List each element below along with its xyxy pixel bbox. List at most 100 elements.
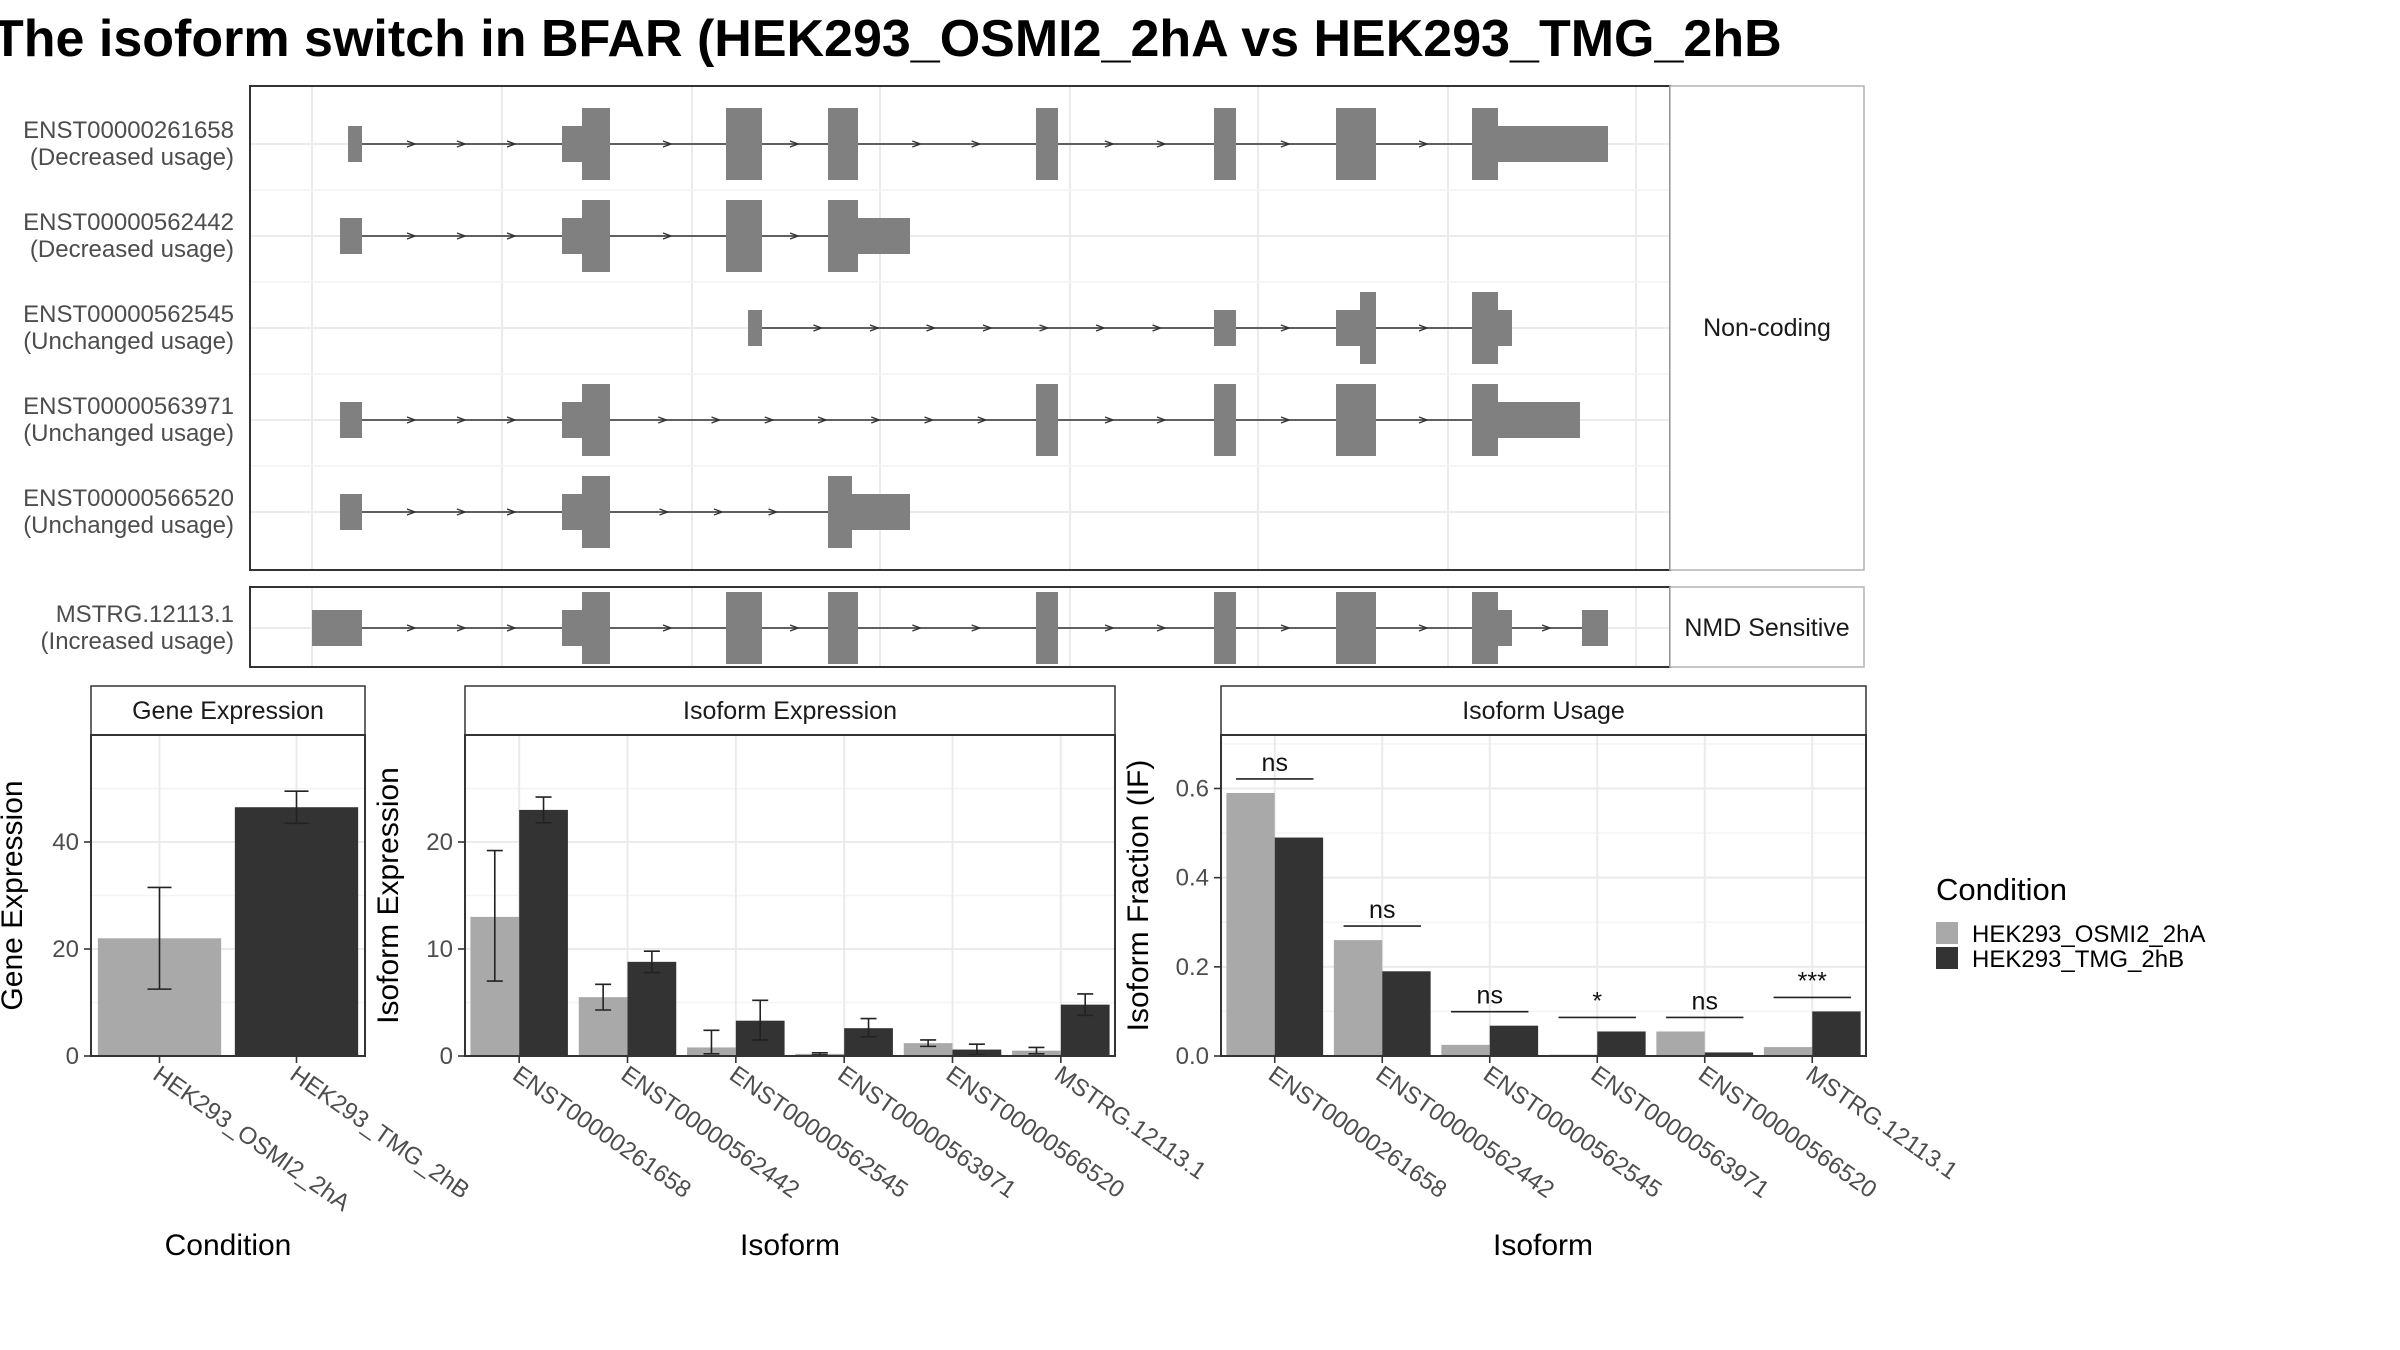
exon (562, 126, 582, 162)
exon (582, 384, 610, 456)
exon (828, 476, 852, 548)
x-tick-label: ENST00000566520 (1693, 1061, 1881, 1204)
intron-arrow (506, 624, 517, 632)
chart-strip-label: Isoform Expression (683, 697, 897, 725)
intron-arrow (713, 508, 724, 516)
intron-arrow (456, 508, 467, 516)
chart-border (90, 734, 366, 1057)
significance-label: ns (1369, 896, 1395, 924)
exon (828, 592, 858, 664)
intron-arrow (912, 140, 923, 148)
intron-arrow (1280, 624, 1291, 632)
intron-arrow (1280, 416, 1291, 424)
intron-arrow (1418, 624, 1429, 632)
intron-arrow (869, 324, 880, 332)
intron-arrow (456, 232, 467, 240)
intron-arrow (662, 140, 673, 148)
x-tick-label: ENST00000261658 (1263, 1061, 1451, 1204)
y-tick-label: 0 (440, 1043, 453, 1070)
x-axis-title: Isoform (1493, 1229, 1593, 1262)
intron-arrow (871, 416, 882, 424)
intron-arrow (971, 140, 982, 148)
intron-arrow (813, 324, 824, 332)
exon (748, 310, 762, 346)
intron-arrow (456, 416, 467, 424)
legend-item-label: HEK293_TMG_2hB (1972, 946, 2184, 973)
significance-label: ns (1262, 749, 1288, 777)
strip-noncoding-box (1669, 85, 1865, 571)
intron-arrow (768, 508, 779, 516)
bar (1597, 1031, 1646, 1056)
y-tick-label: 40 (52, 829, 79, 856)
exon (858, 218, 910, 254)
significance-label: * (1592, 987, 1602, 1015)
chart-strip-label: Gene Expression (132, 697, 324, 725)
exon (582, 108, 610, 180)
exon (582, 200, 610, 272)
x-tick-label: ENST00000566520 (941, 1061, 1129, 1204)
y-axis-title: Gene Expression (0, 780, 29, 1010)
exon (726, 108, 762, 180)
exon (1336, 592, 1376, 664)
intron-arrow (1156, 624, 1167, 632)
transcript-usage-label: (Increased usage) (41, 628, 234, 655)
chart-border (1220, 734, 1867, 1057)
exon (828, 108, 858, 180)
intron-arrow (764, 416, 775, 424)
bar (234, 807, 359, 1056)
transcript-usage-label: (Unchanged usage) (23, 420, 234, 447)
exon (1498, 402, 1580, 438)
x-tick-label: ENST00000562545 (1478, 1061, 1666, 1204)
intron-arrow (1039, 324, 1050, 332)
transcript-usage-label: (Unchanged usage) (23, 328, 234, 355)
intron-arrow (971, 624, 982, 632)
x-axis-title: Condition (165, 1229, 292, 1262)
exon (562, 494, 582, 530)
transcript-ENST00000563971 (340, 384, 1580, 456)
intron-arrow (456, 624, 467, 632)
transcript-name-label: ENST00000562442 (23, 209, 234, 236)
exon (1336, 384, 1376, 456)
y-tick-label: 0 (66, 1043, 79, 1070)
bar-charts: Gene Expression02040HEK293_OSMI2_2hAHEK2… (0, 685, 1962, 1262)
chart-isoform-usage: Isoform Usage ns ns ns * ns *** 0.0 0.2 0.4 0.6 ENS… (1122, 685, 1962, 1262)
y-tick-label: 20 (52, 936, 79, 963)
exon (1036, 384, 1058, 456)
exon (340, 402, 362, 438)
exon (562, 402, 582, 438)
transcript-usage-label: (Decreased usage) (30, 236, 234, 263)
transcript-name-label: ENST00000562545 (23, 301, 234, 328)
y-tick-label: 10 (426, 936, 453, 963)
transcript-usage-label: (Unchanged usage) (23, 512, 234, 539)
exon (852, 494, 910, 530)
intron-arrow (406, 416, 417, 424)
intron-arrow (1104, 624, 1115, 632)
exon (1498, 310, 1512, 346)
bar (1489, 1025, 1539, 1056)
exon (312, 610, 362, 646)
exon (1036, 108, 1058, 180)
legend-swatch (1936, 947, 1958, 969)
intron-arrow (711, 416, 722, 424)
exon (1582, 610, 1608, 646)
x-tick-label: ENST00000562442 (1371, 1061, 1559, 1204)
exon (1472, 108, 1498, 180)
exon (1214, 108, 1236, 180)
y-tick-label: 0.6 (1176, 776, 1209, 803)
intron-arrow (982, 324, 993, 332)
transcript-ENST00000261658 (348, 108, 1608, 180)
y-axis-title: Isoform Expression (372, 767, 405, 1024)
intron-arrow (1280, 324, 1291, 332)
bar (903, 1043, 953, 1056)
bar (1763, 1047, 1813, 1056)
transcript-ENST00000566520 (340, 476, 910, 548)
intron-arrow (1152, 324, 1163, 332)
strip-nmd-box (1669, 586, 1865, 668)
legend-title: Condition (1936, 872, 2067, 907)
intron-arrow (1280, 140, 1291, 148)
transcript-name-label: MSTRG.12113.1 (56, 601, 234, 628)
chart-border (464, 734, 1116, 1057)
intron-arrow (659, 508, 670, 516)
bar (1656, 1031, 1705, 1056)
x-tick-label: ENST00000563971 (833, 1061, 1021, 1204)
